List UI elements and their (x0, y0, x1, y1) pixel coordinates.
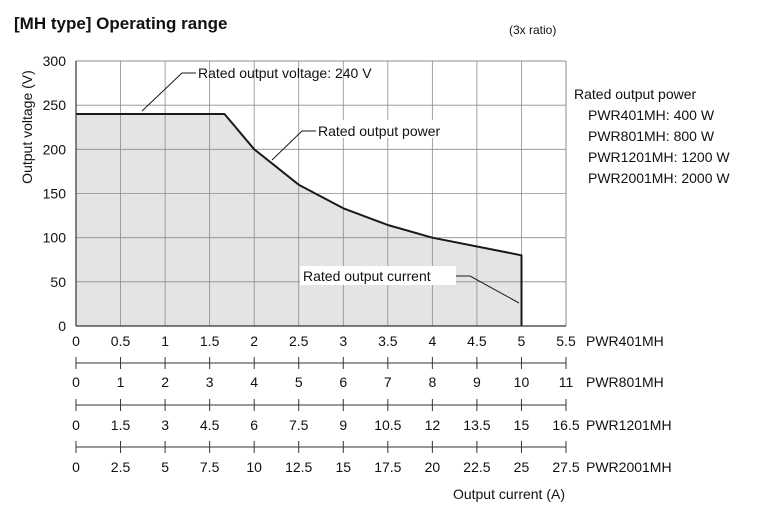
x-tick-label: 16.5 (552, 417, 579, 433)
annotation-rated-current: Rated output current (300, 266, 520, 304)
x-tick-label: 13.5 (463, 417, 490, 433)
rated-voltage-leader (141, 72, 196, 112)
x-tick-label: 11 (559, 374, 574, 390)
x-tick-label: 7.5 (200, 459, 220, 475)
plot-frame (75, 60, 567, 327)
x-tick-label: 2.5 (111, 459, 131, 475)
x-tick-label: 3 (206, 374, 214, 390)
x-tick-label: 1 (117, 374, 125, 390)
x-tick-label: 3 (161, 417, 169, 433)
y-tick-label: 150 (43, 186, 67, 202)
x-tick-label: 0 (72, 374, 80, 390)
annotation-rated-power: Rated output power (271, 120, 462, 161)
legend-item-pwr401mh: PWR401MH: 400 W (588, 107, 715, 123)
x-tick-label: 12 (425, 417, 441, 433)
x-tick-label: 20 (425, 459, 441, 475)
x-tick-label: 22.5 (463, 459, 490, 475)
ratio-note: (3x ratio) (509, 23, 556, 37)
legend-item-pwr801mh: PWR801MH: 800 W (588, 128, 715, 144)
x-tick-label: 8 (428, 374, 436, 390)
x-tick-label: 10 (514, 374, 530, 390)
rated-power-label-bg (316, 120, 462, 138)
x-tick-label: 0 (72, 459, 80, 475)
x-tick-label: 2.5 (289, 333, 309, 349)
chart-title: [MH type] Operating range (14, 14, 227, 33)
legend-title: Rated output power (574, 86, 697, 102)
x-tick-label: 0 (72, 333, 80, 349)
x-axis-pwr801mh: 0 1 2 3 4 5 6 7 8 9 10 11 PWR801MH (72, 374, 664, 411)
x-tick-label: 1.5 (111, 417, 131, 433)
x-axis-pwr401mh: 0 0.5 1 1.5 2 2.5 3 3.5 4 4.5 5 5.5 PWR401MH (72, 333, 664, 369)
x-tick-label: 4.5 (467, 333, 487, 349)
y-tick-label: 200 (43, 141, 67, 157)
x-tick-label: 25 (514, 459, 530, 475)
x-tick-label: 9 (339, 417, 347, 433)
y-axis-label: Output voltage (V) (19, 70, 35, 184)
x-axis-model-label: PWR2001MH (586, 459, 672, 475)
legend: Rated output power PWR401MH: 400 W PWR80… (574, 86, 730, 186)
x-tick-label: 5.5 (556, 333, 576, 349)
x-axis-model-label: PWR801MH (586, 374, 664, 390)
x-axis-model-label: PWR1201MH (586, 417, 672, 433)
y-tick-label: 250 (43, 97, 67, 113)
annotation-rated-voltage: Rated output voltage: 240 V (141, 65, 372, 112)
x-tick-label: 7 (384, 374, 392, 390)
x-tick-label: 17.5 (374, 459, 401, 475)
rated-power-leader (271, 130, 316, 161)
x-tick-label: 2 (161, 374, 169, 390)
rated-power-label: Rated output power (318, 123, 441, 139)
x-tick-label: 3 (339, 333, 347, 349)
x-axis-pwr1201mh: 0 1.5 3 4.5 6 7.5 9 10.5 12 13.5 15 16.5 PWR1201MH (72, 417, 672, 453)
x-tick-label: 1 (161, 333, 169, 349)
x-tick-label: 6 (250, 417, 258, 433)
x-tick-label: 3.5 (378, 333, 398, 349)
x-tick-label: 5 (161, 459, 169, 475)
x-tick-label: 10.5 (374, 417, 401, 433)
x-axis-model-label: PWR401MH (586, 333, 664, 349)
x-tick-label: 10 (246, 459, 262, 475)
x-tick-label: 2 (250, 333, 258, 349)
legend-item-pwr2001mh: PWR2001MH: 2000 W (588, 170, 730, 186)
boundary-line-group (76, 113, 523, 326)
x-tick-label: 0 (72, 417, 80, 433)
x-tick-label: 15 (514, 417, 530, 433)
x-tick-label: 12.5 (285, 459, 312, 475)
x-tick-label: 15 (335, 459, 351, 475)
y-tick-label: 0 (58, 318, 66, 334)
x-tick-label: 0.5 (111, 333, 131, 349)
x-tick-label: 9 (473, 374, 481, 390)
rated-current-label-bg (300, 266, 456, 285)
x-axis-pwr2001mh: 0 2.5 5 7.5 10 12.5 15 17.5 20 22.5 25 27.5 PWR2001M… (72, 459, 671, 475)
x-tick-label: 4 (428, 333, 436, 349)
x-tick-label: 4.5 (200, 417, 220, 433)
rated-current-label: Rated output current (303, 268, 431, 284)
rated-voltage-label: Rated output voltage: 240 V (198, 65, 372, 81)
y-axis: 0 50 100 150 200 250 300 (43, 53, 67, 334)
x-tick-label: 5 (295, 374, 303, 390)
x-tick-label: 7.5 (289, 417, 309, 433)
rated-current-leader (456, 275, 520, 304)
x-tick-label: 6 (339, 374, 347, 390)
y-tick-label: 100 (43, 230, 67, 246)
x-tick-label: 5 (518, 333, 526, 349)
x-tick-label: 1.5 (200, 333, 220, 349)
legend-item-pwr1201mh: PWR1201MH: 1200 W (588, 149, 730, 165)
y-tick-label: 300 (43, 53, 67, 69)
x-tick-label: 4 (250, 374, 258, 390)
x-tick-label: 27.5 (552, 459, 579, 475)
y-tick-label: 50 (50, 274, 66, 290)
operating-boundary-line (76, 113, 523, 326)
x-axis-label: Output current (A) (453, 486, 565, 502)
